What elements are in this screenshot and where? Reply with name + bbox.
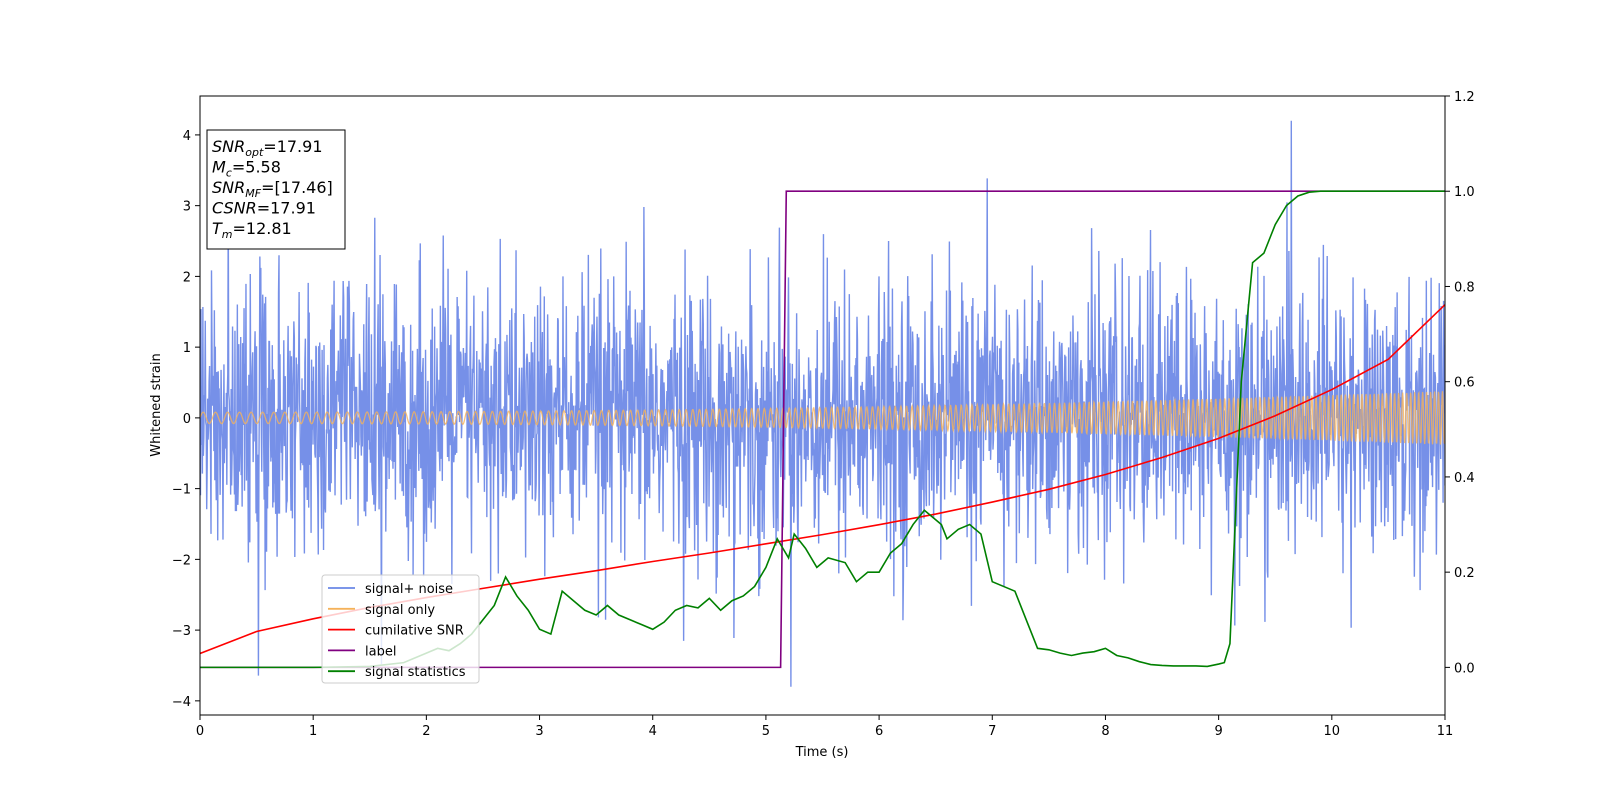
right-y-tick-label: 1.0 (1454, 185, 1475, 200)
series-signal-statistics (200, 190, 1445, 669)
right-y-tick-label: 0.2 (1454, 566, 1475, 581)
x-tick-label: 10 (1324, 724, 1341, 739)
right-y-axis: 0.0 0.2 0.4 0.6 0.8 1.0 1.2 (1445, 90, 1475, 676)
series-signal-noise (200, 120, 1445, 687)
annotation-box: SNRopt=17.91Mc=5.58SNRMF=[17.46]CSNR=17.… (206, 129, 346, 250)
legend-label: signal only (365, 603, 435, 618)
left-y-tick-label: 4 (183, 129, 191, 144)
left-y-tick-label: −4 (172, 695, 191, 710)
annotation-line: SNRMF=[17.46] (212, 178, 333, 200)
left-y-tick-label: 1 (183, 341, 191, 356)
x-tick-label: 6 (875, 724, 883, 739)
x-tick-label: 0 (196, 724, 204, 739)
x-tick-label: 1 (309, 724, 317, 739)
left-y-tick-label: 0 (183, 412, 191, 427)
right-y-tick-label: 0.6 (1454, 376, 1475, 391)
legend-label: signal statistics (365, 665, 466, 680)
right-y-tick-label: 0.0 (1454, 661, 1475, 676)
annotation-line: SNRopt=17.91 (212, 137, 323, 159)
left-y-tick-label: 2 (183, 270, 191, 285)
annotation-line: Tm=12.81 (212, 219, 292, 241)
x-tick-label: 2 (422, 724, 430, 739)
left-y-tick-label: 3 (183, 200, 191, 215)
right-y-tick-label: 0.8 (1454, 280, 1475, 295)
y-axis-label: Whitened strain (149, 353, 164, 456)
left-y-tick-label: −2 (172, 553, 191, 568)
right-y-tick-label: 0.4 (1454, 471, 1475, 486)
x-tick-label: 3 (535, 724, 543, 739)
left-y-tick-label: −1 (172, 483, 191, 498)
annotation-frame (206, 129, 346, 250)
legend-frame (321, 574, 480, 684)
series-signal-only (200, 390, 1445, 445)
left-y-tick-label: −3 (172, 624, 191, 639)
x-tick-label: 5 (762, 724, 770, 739)
legend-label: signal+ noise (365, 582, 453, 597)
x-axis: 0 1 2 3 4 5 6 7 8 9 10 11 (196, 715, 1453, 739)
x-tick-label: 7 (988, 724, 996, 739)
x-tick-label: 8 (1101, 724, 1109, 739)
plot-frame (199, 95, 1446, 716)
right-y-tick-label: 1.2 (1454, 90, 1475, 105)
x-tick-label: 4 (649, 724, 657, 739)
x-tick-label: 11 (1437, 724, 1454, 739)
x-axis-label: Time (s) (795, 745, 849, 760)
x-tick-label: 9 (1214, 724, 1222, 739)
legend-label: cumilative SNR (365, 624, 464, 639)
annotation-line: Mc=5.58 (212, 158, 281, 180)
left-y-axis: −4 −3 −2 −1 0 1 2 3 4 (172, 129, 200, 710)
series-label (200, 190, 1445, 669)
annotation-line: CSNR=17.91 (212, 199, 316, 218)
legend: signal+ noise signal only cumilative SNR la… (321, 574, 480, 684)
legend-label: label (365, 644, 396, 659)
